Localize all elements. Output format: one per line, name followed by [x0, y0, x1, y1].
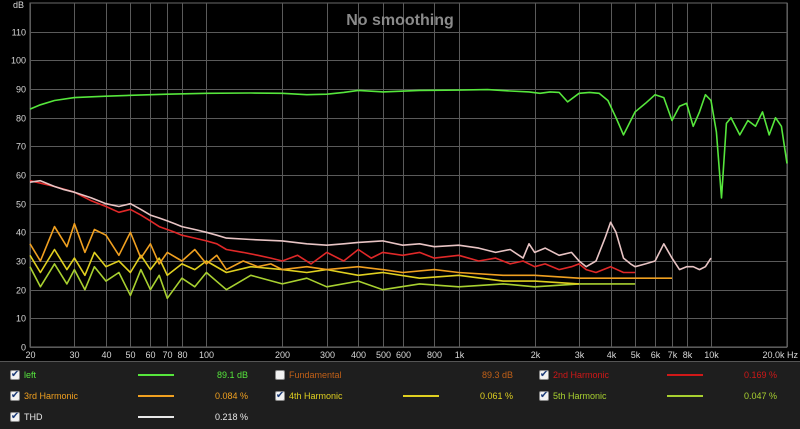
check-icon: ✔	[10, 390, 20, 401]
legend-label-5th-harmonic: 5th Harmonic	[553, 391, 607, 401]
legend-item-5th-harmonic[interactable]: ✔ 5th Harmonic 0.047 %	[531, 386, 777, 406]
y-tick-label: 10	[16, 314, 26, 324]
series-layer	[29, 88, 788, 300]
legend-value-fundamental: 89.3 dB	[481, 370, 513, 380]
x-tick-label: 70	[162, 350, 172, 360]
checkbox-3rd-harmonic[interactable]: ✔	[10, 391, 20, 401]
series-line-thd	[29, 179, 712, 271]
legend-swatch-left	[138, 374, 174, 376]
x-tick-label: 20	[25, 350, 35, 360]
legend-value-thd: 0.218 %	[214, 412, 248, 422]
legend-label-fundamental: Fundamental	[289, 370, 342, 380]
y-tick-label: 100	[11, 56, 26, 66]
series-line-left	[29, 88, 788, 199]
legend-swatch-5th-harmonic	[667, 395, 703, 397]
checkbox-4th-harmonic[interactable]: ✔	[275, 391, 285, 401]
frequency-response-chart: 0 10 20 30 40 50 60 70 80 90 100 110 20 30 40 50 60 70 80 1…	[0, 0, 800, 361]
series-line-2nd-harmonic	[29, 179, 636, 274]
legend-swatch-2nd-harmonic	[667, 374, 703, 376]
legend-value-5th-harmonic: 0.047 %	[743, 391, 777, 401]
checkbox-5th-harmonic[interactable]: ✔	[539, 391, 549, 401]
checkbox-2nd-harmonic[interactable]: ✔	[539, 370, 549, 380]
x-tick-label: 800	[427, 350, 442, 360]
checkbox-thd[interactable]: ✔	[10, 412, 20, 422]
legend-swatch-4th-harmonic	[403, 395, 439, 397]
check-icon: ✔	[275, 390, 285, 401]
y-tick-label: 70	[16, 142, 26, 152]
legend-item-2nd-harmonic[interactable]: ✔ 2nd Harmonic 0.169 %	[531, 365, 777, 385]
check-icon: ✔	[539, 369, 549, 380]
legend-swatch-thd	[138, 416, 174, 418]
legend-swatch-3rd-harmonic	[138, 395, 174, 397]
legend-item-fundamental[interactable]: ✔ Fundamental 89.3 dB	[267, 365, 513, 385]
legend-value-left: 89.1 dB	[216, 370, 248, 380]
legend-label-3rd-harmonic: 3rd Harmonic	[24, 391, 79, 401]
x-tick-label: 400	[351, 350, 366, 360]
legend-panel: ✔ left 89.1 dB ✔ Fundamental 89.3 dB ✔ 2…	[0, 361, 800, 429]
x-tick-label: 60	[145, 350, 155, 360]
x-tick-label: 7k	[668, 350, 678, 360]
series-line-5th-harmonic	[29, 263, 636, 300]
legend-item-left[interactable]: ✔ left 89.1 dB	[2, 365, 248, 385]
legend-value-4th-harmonic: 0.061 %	[479, 391, 513, 401]
x-tick-label: 6k	[651, 350, 661, 360]
y-tick-label: 30	[16, 257, 26, 267]
plot-background	[0, 0, 800, 360]
legend-label-left: left	[24, 370, 37, 380]
check-icon: ✔	[539, 390, 549, 401]
legend-item-4th-harmonic[interactable]: ✔ 4th Harmonic 0.061 %	[267, 386, 513, 406]
y-tick-label: 20	[16, 286, 26, 296]
x-tick-label: 2k	[531, 350, 541, 360]
x-tick-label: 10k	[704, 350, 719, 360]
check-icon: ✔	[10, 369, 20, 380]
grid	[29, 2, 788, 348]
x-tick-label: 30	[69, 350, 79, 360]
x-tick-label: 8k	[683, 350, 693, 360]
x-tick-label: 50	[125, 350, 135, 360]
y-tick-label: 110	[12, 28, 26, 38]
legend-label-thd: THD	[24, 412, 43, 422]
legend-value-2nd-harmonic: 0.169 %	[743, 370, 777, 380]
x-tick-label: 1k	[455, 350, 465, 360]
x-tick-label: 20.0k Hz	[762, 350, 798, 360]
y-tick-label: 60	[16, 171, 26, 181]
x-tick-label: 80	[177, 350, 187, 360]
y-tick-label: 50	[16, 200, 26, 210]
y-tick-label: 80	[16, 114, 26, 124]
y-tick-label: 40	[16, 228, 26, 238]
x-tick-label: 4k	[607, 350, 617, 360]
y-tick-label: 0	[21, 343, 26, 353]
x-tick-label: 40	[101, 350, 111, 360]
axis-labels: 0 10 20 30 40 50 60 70 80 90 100 110 20 30 40 50 60 70 80 1…	[11, 28, 799, 361]
y-tick-label: 90	[16, 85, 26, 95]
x-tick-label: 600	[396, 350, 411, 360]
legend-label-2nd-harmonic: 2nd Harmonic	[553, 370, 610, 380]
y-axis-unit-label: dB	[13, 0, 24, 10]
x-tick-label: 300	[320, 350, 335, 360]
x-tick-label: 100	[199, 350, 214, 360]
x-tick-label: 500	[376, 350, 391, 360]
chart-title: No smoothing	[346, 12, 454, 29]
checkbox-fundamental[interactable]: ✔	[275, 370, 285, 380]
legend-item-thd[interactable]: ✔ THD 0.218 %	[2, 407, 248, 427]
legend-label-4th-harmonic: 4th Harmonic	[289, 391, 343, 401]
x-tick-label: 5k	[631, 350, 641, 360]
series-line-3rd-harmonic	[29, 222, 672, 280]
series-line-4th-harmonic	[29, 248, 580, 285]
legend-item-3rd-harmonic[interactable]: ✔ 3rd Harmonic 0.084 %	[2, 386, 248, 406]
legend-value-3rd-harmonic: 0.084 %	[214, 391, 248, 401]
checkbox-left[interactable]: ✔	[10, 370, 20, 380]
check-icon: ✔	[10, 411, 20, 422]
x-tick-label: 200	[275, 350, 290, 360]
x-tick-label: 3k	[575, 350, 585, 360]
